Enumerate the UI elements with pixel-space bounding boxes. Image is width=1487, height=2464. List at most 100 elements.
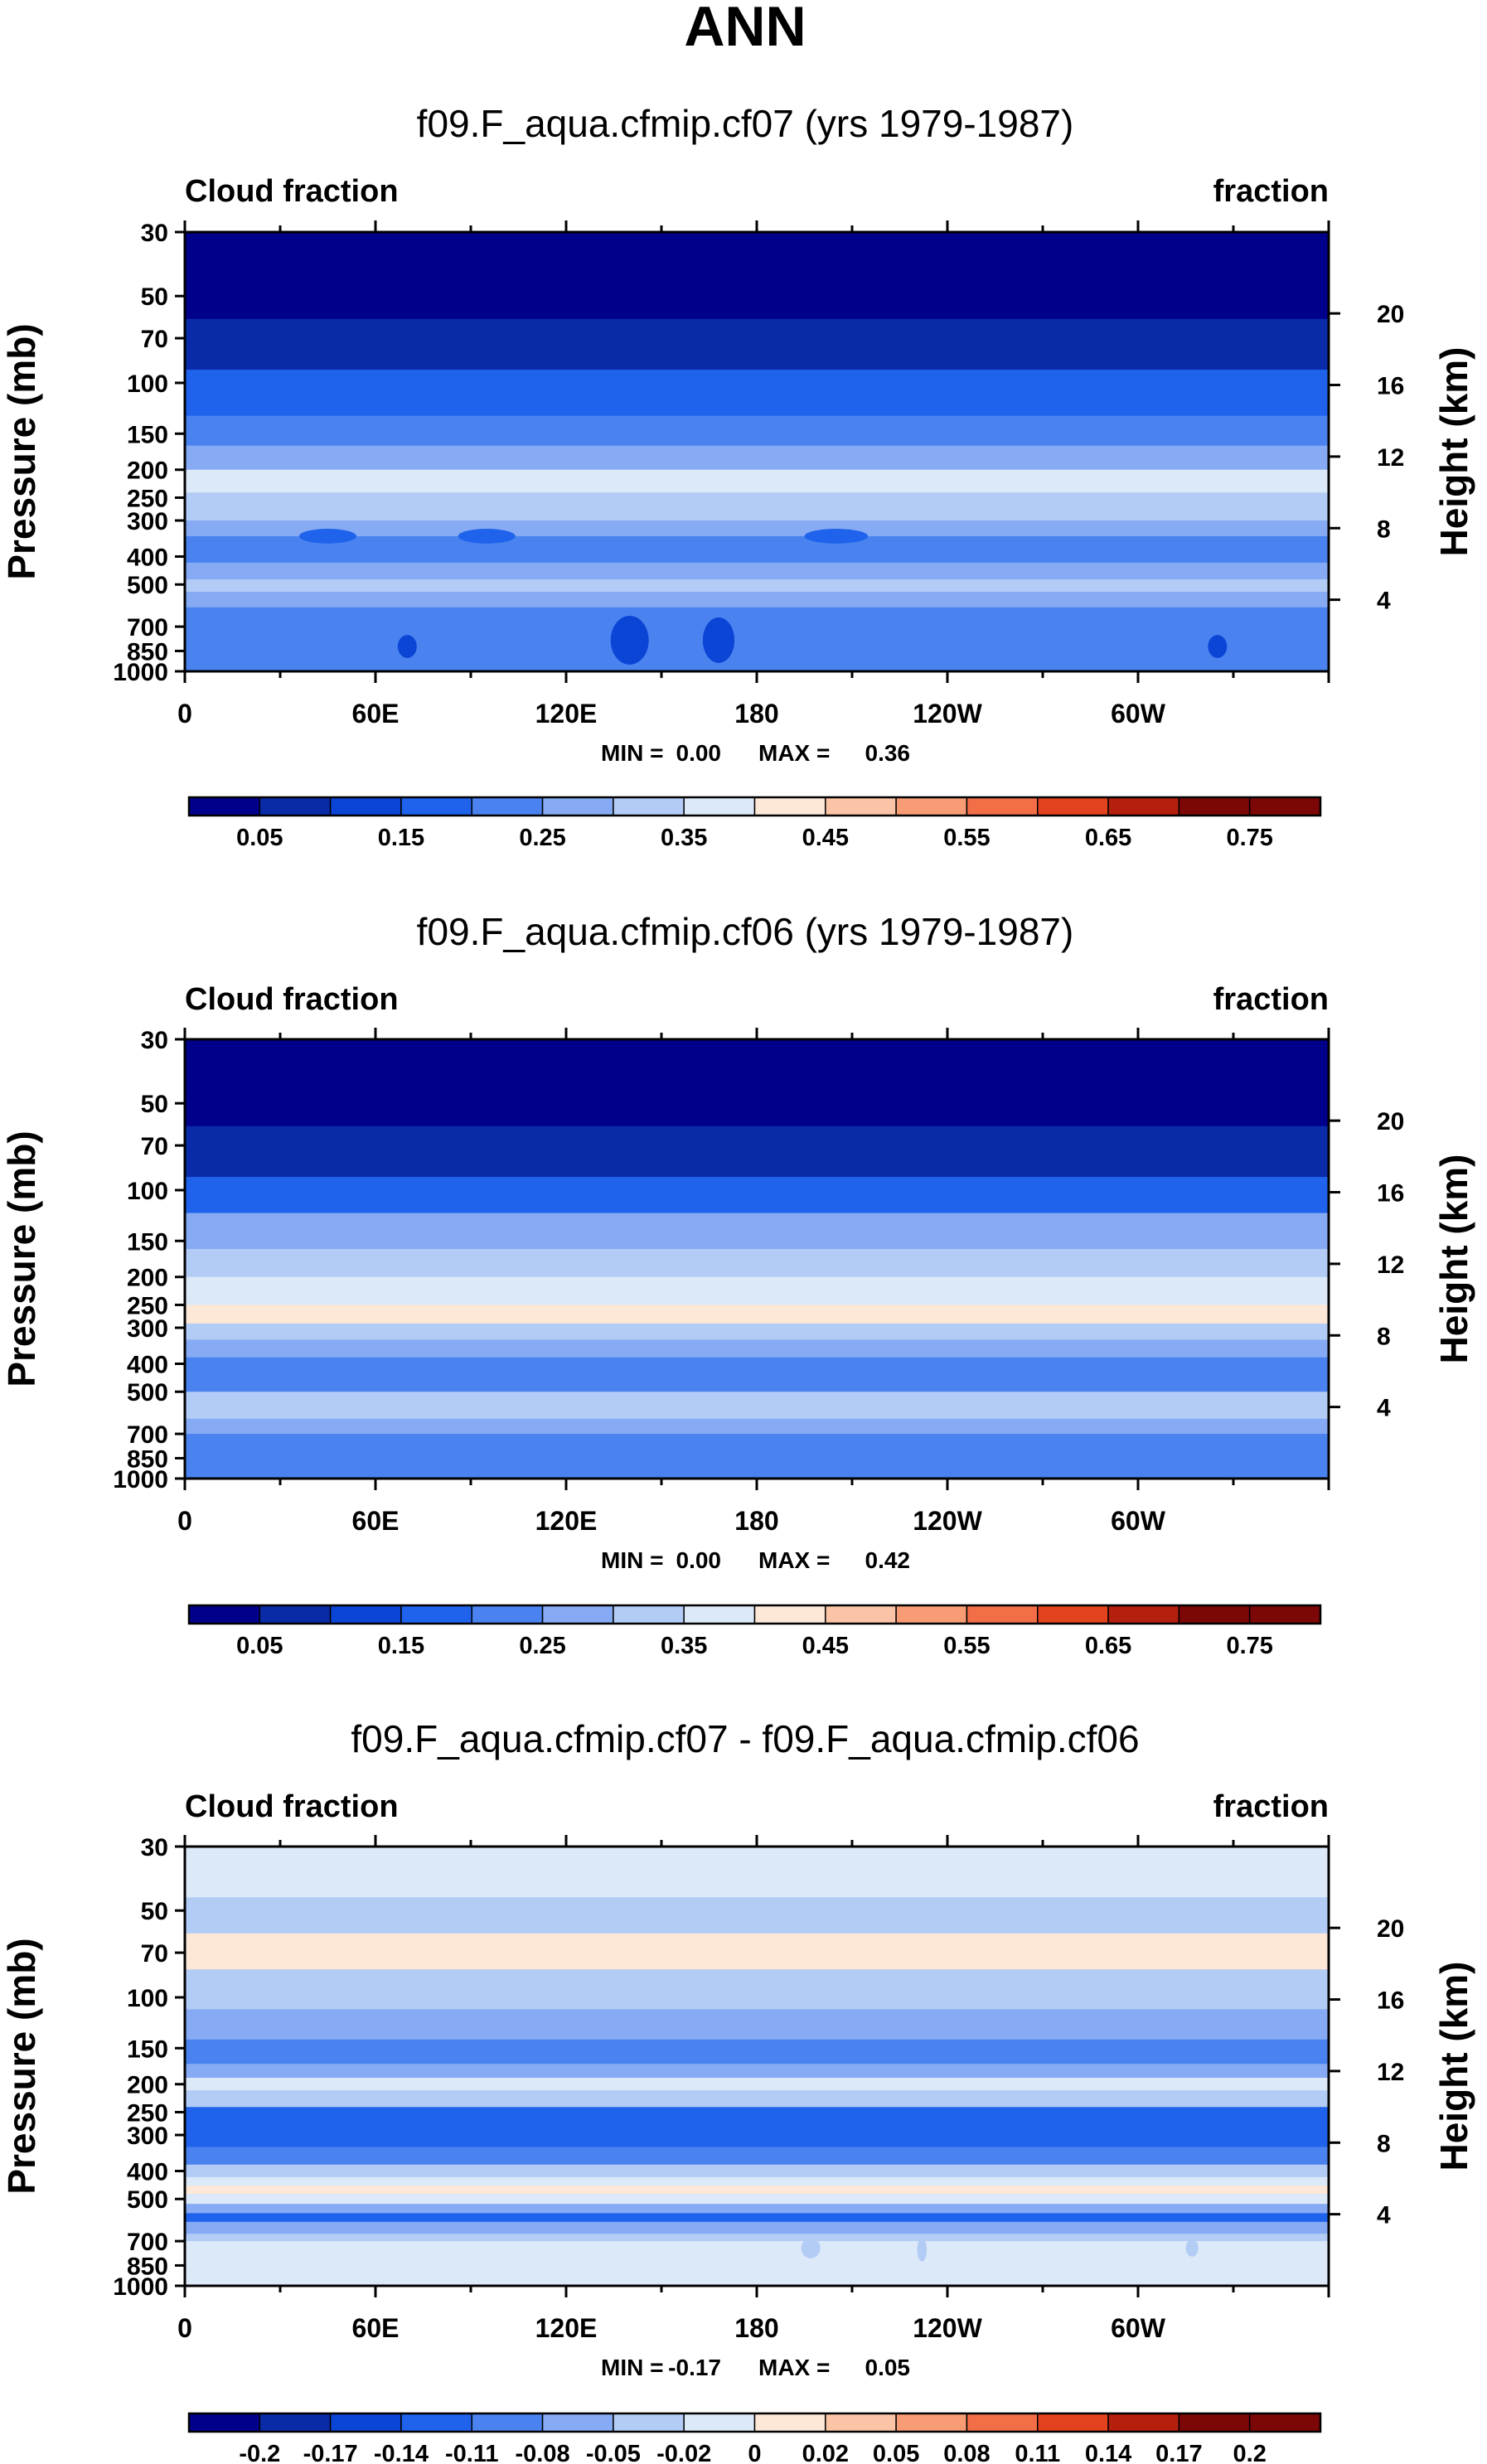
y-tick-label: 30 — [141, 1834, 168, 1861]
colorbar-box — [1107, 1605, 1180, 1624]
y-tick-label: 200 — [127, 457, 168, 485]
contour-band — [185, 1418, 1329, 1435]
y-axis-label: Pressure (mb) — [0, 1130, 43, 1387]
figure-title: ANN — [684, 0, 806, 58]
colorbar-label: 0.15 — [378, 1633, 424, 1659]
colorbar-label: 0.2 — [1233, 2441, 1267, 2464]
colorbar-label: 0.25 — [519, 825, 565, 851]
height-tick-label: 4 — [1377, 588, 1391, 615]
y-tick-label: 200 — [127, 1265, 168, 1292]
min-value: -0.17 — [668, 2355, 721, 2380]
colorbar-box — [753, 1605, 826, 1624]
y-tick-label: 70 — [141, 1133, 168, 1160]
y-axis-label-right: Height (km) — [1432, 1962, 1475, 2171]
y-axis-label: Pressure (mb) — [0, 1938, 43, 2194]
colorbar-label: 0.05 — [236, 1633, 283, 1659]
colorbar-box — [1037, 1605, 1109, 1624]
colorbar-box — [471, 2413, 544, 2433]
colorbar-box — [329, 796, 402, 816]
chart-panel-1: f09.F_aqua.cfmip.cf07 (yrs 1979-1987) Clo… — [0, 102, 1475, 851]
y-tick-label: 30 — [141, 220, 168, 247]
contour-band — [185, 2213, 1329, 2223]
x-tick-label: 180 — [734, 2313, 778, 2343]
contour-band — [185, 1249, 1329, 1278]
colorbar-frame — [187, 1604, 1322, 1625]
contour-band — [185, 1847, 1329, 1898]
y-axis-label: Pressure (mb) — [0, 323, 43, 579]
contour-band — [185, 579, 1329, 593]
panel-title: f09.F_aqua.cfmip.cf07 (yrs 1979-1987) — [417, 102, 1074, 145]
height-tick-label: 20 — [1377, 301, 1404, 328]
colorbar-box — [1248, 2413, 1321, 2433]
colorbar-box — [825, 1605, 897, 1624]
x-tick-label: 0 — [177, 2313, 192, 2343]
contour-feature — [397, 635, 417, 658]
contour-feature — [917, 2238, 928, 2262]
x-tick-label: 120E — [535, 1506, 598, 1536]
colorbar-label: 0.14 — [1085, 2441, 1131, 2464]
contour-feature — [610, 616, 649, 665]
y-tick-label: 500 — [127, 2186, 168, 2214]
colorbar-label: -0.11 — [445, 2441, 499, 2464]
colorbar-box — [966, 1605, 1039, 1624]
colorbar-box — [683, 1605, 756, 1624]
colorbar-label: 0.45 — [802, 1633, 849, 1659]
colorbar-label: 0.15 — [378, 825, 424, 851]
colorbar-box — [541, 796, 614, 816]
colorbar-label: 0 — [748, 2441, 761, 2464]
max-label: MAX = — [758, 2355, 830, 2380]
contour-band — [185, 370, 1329, 417]
y-tick-label: 300 — [127, 508, 168, 535]
contour-feature — [804, 529, 869, 544]
contour-feature — [801, 2238, 821, 2258]
colorbar-box — [613, 1605, 685, 1624]
right-string: fraction — [1213, 982, 1329, 1017]
colorbar-label: 0.35 — [661, 825, 707, 851]
y-tick-label: 700 — [127, 614, 168, 641]
y-tick-label: 700 — [127, 2229, 168, 2256]
colorbar-label: -0.17 — [303, 2441, 358, 2464]
colorbar-box — [895, 2413, 968, 2433]
colorbar-label: -0.2 — [239, 2441, 280, 2464]
y-tick-label: 850 — [127, 2253, 168, 2280]
colorbar-box — [966, 2413, 1039, 2433]
colorbar-label: -0.14 — [374, 2441, 429, 2464]
colorbar-label: 0.05 — [236, 825, 283, 851]
colorbar-box — [471, 1605, 544, 1624]
contour-band — [185, 2234, 1329, 2242]
contour-band — [185, 1177, 1329, 1214]
y-tick-label: 150 — [127, 421, 168, 448]
colorbar-box — [400, 1605, 472, 1624]
contour-band — [185, 1933, 1329, 1970]
colorbar-label: 0.55 — [943, 1633, 990, 1659]
colorbar-box — [753, 796, 826, 816]
colorbar: 0.05 0.15 0.25 0.35 0.45 0.55 0.65 0.75 — [187, 1604, 1322, 1659]
height-tick-label: 4 — [1377, 2202, 1391, 2229]
colorbar-box — [471, 796, 544, 816]
colorbar-box — [1178, 796, 1251, 816]
colorbar-label: 0.17 — [1155, 2441, 1202, 2464]
colorbar-box — [753, 2413, 826, 2433]
contour-band — [185, 1339, 1329, 1358]
left-string: Cloud fraction — [185, 982, 399, 1017]
colorbar-box — [1107, 796, 1180, 816]
contour-band — [185, 562, 1329, 580]
max-value: 0.42 — [865, 1547, 911, 1573]
x-tick-label: 60W — [1111, 1506, 1166, 1536]
y-tick-label: 30 — [141, 1027, 168, 1054]
min-label: MIN = — [601, 1547, 663, 1573]
contour-band — [185, 2176, 1329, 2186]
x-tick-label: 120W — [913, 699, 982, 729]
contour-band — [185, 1305, 1329, 1324]
colorbar-box — [541, 1605, 614, 1624]
right-string: fraction — [1213, 1789, 1329, 1824]
height-tick-label: 8 — [1377, 516, 1391, 543]
colorbar-box — [1178, 1605, 1251, 1624]
contour-band — [185, 232, 1329, 320]
y-tick-label: 850 — [127, 1445, 168, 1473]
colorbar-label: 0.08 — [943, 2441, 990, 2464]
contour-band — [185, 469, 1329, 493]
min-label: MIN = — [601, 2355, 663, 2380]
contour-band — [185, 1357, 1329, 1374]
colorbar-label: 0.65 — [1085, 825, 1131, 851]
